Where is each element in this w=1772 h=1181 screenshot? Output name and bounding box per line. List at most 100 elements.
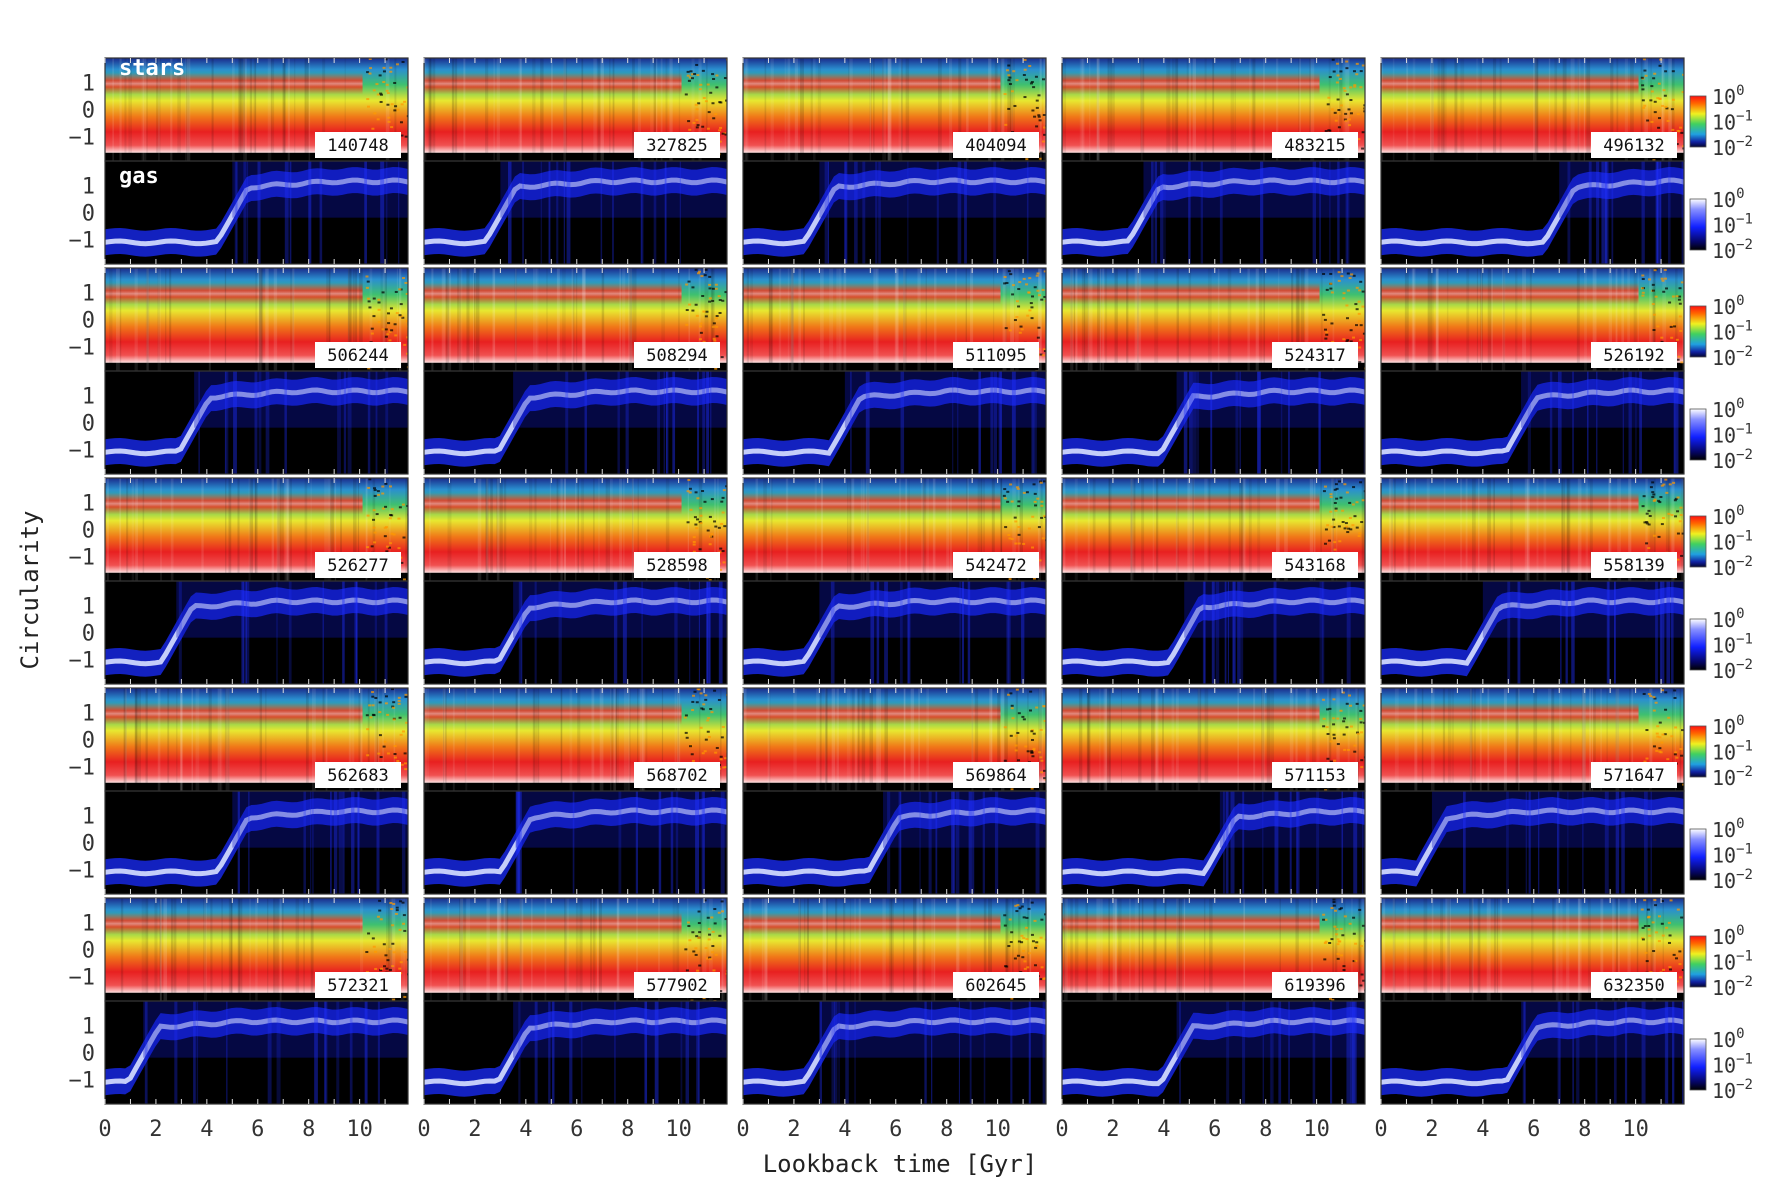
- stars-noise: [1661, 517, 1665, 520]
- stars-noise: [1352, 486, 1356, 489]
- stars-streak: [109, 268, 113, 371]
- stars-noise: [377, 493, 381, 496]
- gas-streak: [1567, 791, 1569, 894]
- stars-noise: [724, 291, 727, 294]
- stars-noise: [366, 754, 370, 757]
- gas-streak: [257, 161, 261, 264]
- stars-streak: [273, 268, 278, 371]
- stars-streak: [286, 478, 290, 581]
- stars-noise: [1348, 922, 1352, 925]
- gas-heatmap: [424, 791, 727, 894]
- gas-streak: [225, 371, 229, 474]
- stars-noise: [1033, 964, 1037, 967]
- stars-noise: [711, 951, 715, 954]
- gas-diffuse: [513, 581, 727, 638]
- stars-streak: [1063, 898, 1067, 1001]
- gas-streak: [1506, 791, 1509, 894]
- stars-noise: [1326, 757, 1330, 760]
- stars-streak: [1631, 688, 1634, 791]
- stars-disc-band: [424, 282, 682, 305]
- gas-band-core: [105, 387, 408, 457]
- stars-streak: [572, 268, 575, 371]
- stars-streak: [1515, 688, 1519, 791]
- stars-noise: [377, 308, 381, 311]
- y-tick-label: 0: [82, 729, 95, 754]
- stars-noise: [1006, 500, 1010, 503]
- colorbar-tick-label: 10−2: [1712, 1077, 1753, 1103]
- stars-noise: [1664, 691, 1668, 694]
- stars-noise: [1675, 980, 1679, 983]
- gas-streak: [1671, 581, 1674, 684]
- stars-streak: [496, 478, 499, 581]
- stars-streak: [846, 688, 851, 791]
- stars-streak: [1011, 898, 1014, 1001]
- gas-streak: [697, 371, 700, 474]
- stars-noise: [1342, 338, 1346, 341]
- stars-noise: [1662, 483, 1666, 486]
- stars-streak: [994, 58, 998, 161]
- stars-streak: [442, 268, 446, 371]
- stars-streak: [259, 688, 263, 791]
- stars-streak: [581, 268, 586, 371]
- stars-streak: [1070, 898, 1073, 1001]
- stars-streak: [1133, 478, 1136, 581]
- stars-noise: [1333, 111, 1337, 114]
- stars-noise: [724, 133, 727, 136]
- stars-streak: [1311, 688, 1316, 791]
- stars-streak: [917, 268, 921, 371]
- x-tick-label: 2: [468, 1117, 481, 1142]
- stars-streak: [1569, 688, 1572, 791]
- stars-noise: [1022, 277, 1026, 280]
- stars-streak: [1197, 688, 1201, 791]
- stars-streak: [793, 688, 797, 791]
- stars-streak: [610, 688, 614, 791]
- stars-noise: [1349, 725, 1353, 728]
- stars-noise: [1039, 936, 1043, 939]
- stars-noise: [1341, 509, 1345, 512]
- stars-streak: [1650, 58, 1652, 161]
- stars-disc-band: [424, 492, 682, 515]
- stars-streak: [661, 268, 665, 371]
- gas-band-halo: [105, 587, 408, 677]
- stars-streak: [1312, 478, 1314, 581]
- stars-noise: [395, 312, 399, 315]
- stars-streak: [1171, 58, 1175, 161]
- stars-noise: [377, 301, 381, 304]
- stars-noise: [686, 490, 690, 493]
- stars-streak: [1189, 58, 1191, 161]
- stars-streak: [1431, 58, 1434, 161]
- stars-noise: [402, 277, 406, 280]
- stars-streak: [119, 478, 122, 581]
- stars-noise: [1339, 709, 1343, 712]
- stars-noise: [707, 717, 711, 720]
- stars-noise: [1352, 336, 1356, 339]
- stars-streak: [831, 688, 836, 791]
- galaxy-id-box: [634, 342, 720, 368]
- stars-noise: [1337, 525, 1341, 528]
- stars-streak: [965, 268, 967, 371]
- stars-noise: [1036, 497, 1040, 500]
- stars-streak: [1566, 898, 1570, 1001]
- stars-streak: [922, 478, 927, 581]
- gas-streak: [401, 791, 406, 894]
- stars-streak: [1086, 688, 1090, 791]
- gas-streak: [870, 581, 875, 684]
- stars-noise: [703, 274, 707, 277]
- gas-streak: [710, 371, 712, 474]
- stars-streak: [146, 58, 148, 161]
- stars-noise: [1017, 500, 1021, 503]
- stars-streak: [1081, 268, 1086, 371]
- gas-streak: [1006, 581, 1010, 684]
- stars-streak: [598, 478, 600, 581]
- stars-streak: [1261, 688, 1265, 791]
- gas-streak: [1273, 581, 1277, 684]
- stars-noise: [1645, 522, 1649, 525]
- stars-streak: [672, 898, 676, 1001]
- stars-noise: [1342, 965, 1346, 968]
- stars-noise: [379, 93, 383, 96]
- stars-noise: [398, 716, 402, 719]
- stars-noise: [1681, 729, 1684, 732]
- gas-streak: [552, 1001, 555, 1104]
- stars-noise: [1663, 269, 1667, 272]
- stars-streak: [1131, 478, 1134, 581]
